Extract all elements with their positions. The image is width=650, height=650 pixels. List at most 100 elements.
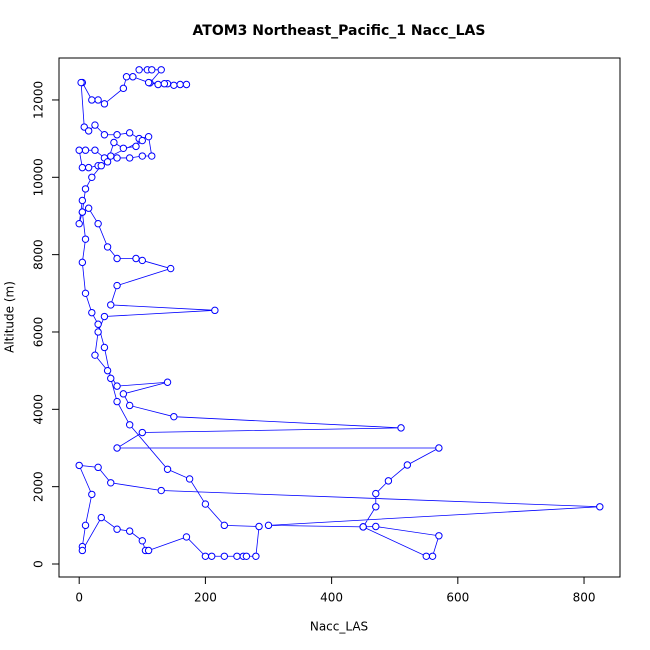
y-axis-label: Altitude (m) bbox=[3, 281, 17, 353]
data-point bbox=[91, 121, 99, 129]
data-point bbox=[144, 78, 153, 87]
data-point bbox=[103, 158, 112, 166]
data-point bbox=[255, 522, 263, 531]
data-point bbox=[113, 254, 121, 263]
y-tick-label: 12000 bbox=[32, 81, 46, 119]
data-point bbox=[148, 152, 156, 160]
x-tick-label: 600 bbox=[446, 591, 469, 605]
data-point bbox=[113, 444, 121, 452]
data-point bbox=[107, 374, 115, 383]
data-point bbox=[84, 163, 93, 172]
data-point bbox=[242, 552, 251, 560]
data-point bbox=[233, 552, 241, 560]
data-point bbox=[132, 142, 140, 151]
data-point bbox=[170, 81, 178, 89]
data-point bbox=[208, 552, 216, 560]
data-point bbox=[97, 513, 105, 522]
data-point bbox=[75, 146, 83, 154]
data-point bbox=[264, 521, 273, 530]
data-point bbox=[170, 412, 178, 421]
data-point bbox=[88, 490, 96, 499]
data-point bbox=[435, 532, 443, 540]
data-point bbox=[78, 546, 87, 555]
data-point bbox=[211, 306, 219, 315]
data-point bbox=[97, 161, 105, 170]
data-point bbox=[138, 136, 146, 145]
data-point bbox=[144, 132, 153, 141]
data-point bbox=[88, 308, 96, 317]
x-axis-label: Nacc_LAS bbox=[310, 620, 368, 634]
data-point bbox=[94, 463, 102, 472]
data-point bbox=[166, 264, 175, 273]
data-point bbox=[119, 144, 128, 152]
data-point bbox=[113, 525, 121, 533]
data-point bbox=[81, 235, 90, 243]
y-tick-label: 6000 bbox=[32, 317, 46, 348]
data-point bbox=[91, 351, 99, 359]
data-point bbox=[122, 73, 131, 81]
data-point bbox=[372, 522, 380, 531]
data-point bbox=[78, 196, 87, 205]
data-point bbox=[88, 96, 96, 104]
data-point bbox=[81, 146, 90, 154]
data-point bbox=[148, 66, 156, 74]
data-point bbox=[113, 397, 121, 406]
data-point bbox=[77, 78, 85, 87]
data-point bbox=[144, 546, 153, 555]
data-point bbox=[94, 96, 102, 104]
data-point bbox=[107, 301, 115, 309]
data-point bbox=[182, 533, 191, 541]
y-tick-label: 10000 bbox=[32, 158, 46, 196]
data-point bbox=[138, 256, 146, 265]
data-point bbox=[125, 401, 134, 410]
y-tick-label: 2000 bbox=[32, 471, 46, 502]
data-point bbox=[78, 208, 87, 216]
data-point bbox=[252, 552, 260, 560]
data-point bbox=[84, 204, 93, 212]
data-point bbox=[94, 220, 102, 228]
data-point bbox=[157, 486, 165, 495]
data-point bbox=[154, 80, 162, 89]
data-point bbox=[135, 66, 143, 74]
y-tick-label: 0 bbox=[32, 560, 46, 568]
data-point bbox=[88, 173, 96, 181]
x-tick-label: 400 bbox=[320, 591, 343, 605]
data-point bbox=[163, 378, 172, 386]
data-point bbox=[428, 552, 437, 560]
y-tick-label: 4000 bbox=[32, 394, 46, 425]
data-point bbox=[160, 80, 169, 88]
x-tick-label: 0 bbox=[75, 591, 83, 605]
data-point bbox=[185, 475, 194, 483]
data-point bbox=[100, 131, 109, 139]
data-point bbox=[75, 220, 83, 228]
data-point bbox=[359, 523, 367, 531]
data-point bbox=[94, 320, 102, 328]
x-tick-label: 800 bbox=[573, 591, 596, 605]
data-point bbox=[422, 552, 430, 560]
data-point bbox=[113, 154, 121, 162]
data-point bbox=[157, 66, 165, 74]
data-point bbox=[78, 258, 87, 267]
data-point bbox=[81, 289, 90, 298]
data-point bbox=[596, 503, 604, 511]
data-point bbox=[125, 129, 134, 137]
x-tick-label: 200 bbox=[194, 591, 217, 605]
data-point bbox=[163, 465, 172, 473]
data-point bbox=[113, 382, 121, 390]
data-point bbox=[103, 366, 112, 375]
data-point bbox=[138, 537, 146, 545]
data-point bbox=[110, 138, 118, 147]
data-point bbox=[119, 390, 128, 398]
data-point bbox=[78, 163, 87, 172]
data-point bbox=[129, 73, 137, 81]
data-point bbox=[176, 80, 184, 89]
data-point bbox=[220, 552, 229, 560]
data-point bbox=[91, 146, 99, 154]
data-point bbox=[119, 84, 128, 93]
data-point bbox=[125, 421, 134, 429]
data-point bbox=[435, 444, 443, 452]
data-point bbox=[372, 489, 380, 498]
data-point bbox=[384, 477, 393, 485]
